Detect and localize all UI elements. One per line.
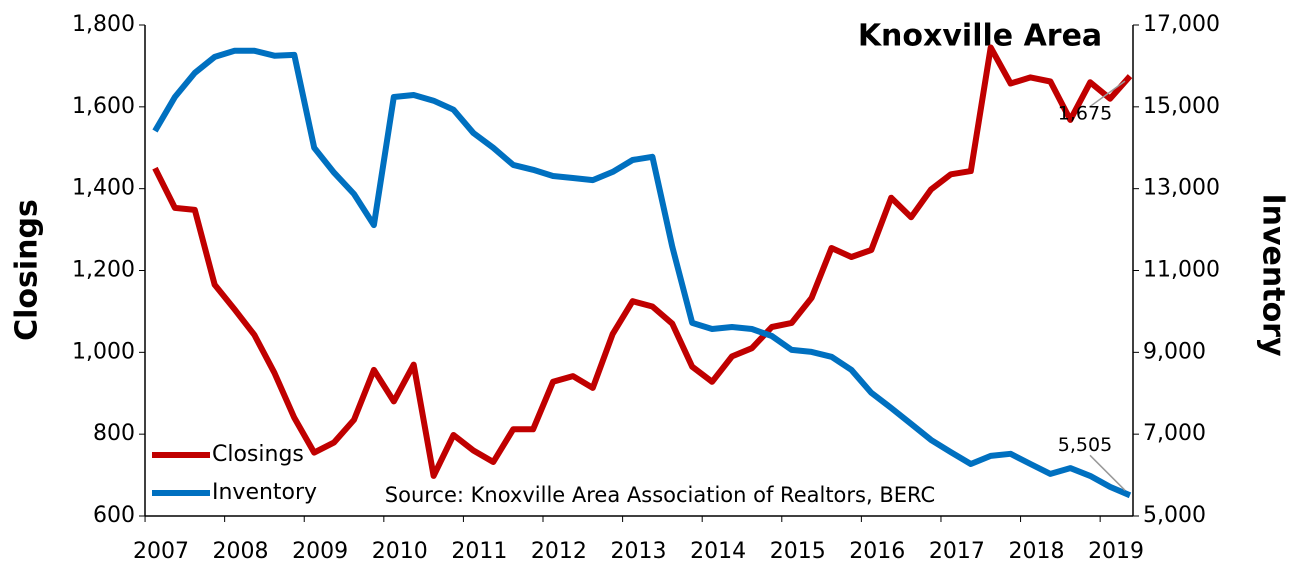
chart-title: Knoxville Area	[858, 19, 1102, 54]
y-tick-label: 1,800	[72, 12, 135, 37]
y-tick-label: 800	[93, 421, 135, 446]
series-line	[152, 47, 1132, 499]
x-tick-label: 2017	[929, 539, 985, 564]
legend-label: Closings	[212, 442, 304, 467]
series-line	[152, 44, 1133, 479]
y-tick-label: 1,600	[72, 94, 135, 119]
x-tick-label: 2014	[690, 539, 746, 564]
y2-axis-label: Inventory	[1256, 193, 1291, 357]
y-tick-label: 1,400	[72, 176, 135, 201]
source-note: Source: Knoxville Area Association of Re…	[385, 483, 935, 507]
x-tick-label: 2012	[531, 539, 587, 564]
x-tick-label: 2019	[1088, 539, 1144, 564]
y2-tick-label: 15,000	[1143, 94, 1220, 119]
y2-tick-label: 5,000	[1143, 503, 1206, 528]
x-tick-label: 2008	[213, 539, 269, 564]
y2-tick-label: 7,000	[1143, 421, 1206, 446]
x-tick-label: 2007	[133, 539, 189, 564]
value-label: 1,675	[1058, 103, 1112, 125]
y-axis-label: Closings	[10, 199, 45, 341]
label-leader	[1089, 80, 1126, 108]
x-tick-label: 2010	[372, 539, 428, 564]
y2-tick-label: 11,000	[1143, 258, 1220, 283]
x-tick-label: 2009	[292, 539, 348, 564]
x-tick-label: 2011	[451, 539, 507, 564]
value-label: 5,505	[1058, 434, 1112, 456]
y2-tick-label: 17,000	[1143, 12, 1220, 37]
y2-tick-label: 9,000	[1143, 339, 1206, 364]
y-tick-label: 1,000	[72, 339, 135, 364]
y-tick-label: 600	[93, 503, 135, 528]
x-tick-label: 2016	[849, 539, 905, 564]
y-tick-label: 1,200	[72, 258, 135, 283]
x-tick-label: 2013	[611, 539, 667, 564]
x-tick-label: 2015	[770, 539, 826, 564]
y2-tick-label: 13,000	[1143, 176, 1220, 201]
label-leader	[1089, 454, 1126, 491]
legend-label: Inventory	[212, 480, 317, 505]
x-tick-label: 2018	[1008, 539, 1064, 564]
